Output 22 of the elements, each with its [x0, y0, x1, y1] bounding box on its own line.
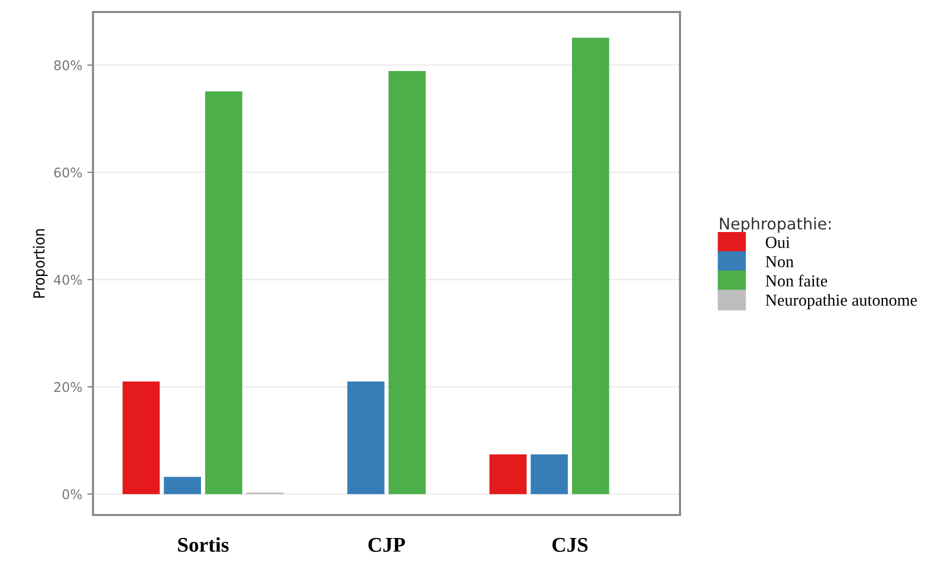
x-tick-label: Sortis [178, 537, 229, 552]
bar [572, 38, 610, 494]
bar [164, 476, 201, 494]
legend-label: Oui [766, 236, 790, 248]
y-axis-title: Proportion [32, 229, 48, 298]
bar [347, 381, 384, 494]
bar [530, 454, 568, 494]
y-tick-label: 0% [62, 489, 82, 500]
y-tick-label: 40% [54, 274, 82, 285]
y-tick-label: 20% [54, 382, 82, 392]
legend-label: Neuropathie autonome [766, 294, 917, 310]
bar [205, 91, 242, 494]
legend-label: Non [766, 256, 794, 268]
legend-title: Nephropathie: [720, 217, 831, 233]
bar [489, 454, 527, 494]
bar [388, 70, 426, 494]
x-tick-label: CJS [552, 538, 588, 552]
bar [122, 381, 160, 494]
x-tick-label: CJP [368, 538, 406, 552]
y-tick-label: 80% [54, 60, 82, 70]
y-tick-label: 60% [54, 168, 82, 178]
legend-label: Non faite [766, 274, 828, 287]
